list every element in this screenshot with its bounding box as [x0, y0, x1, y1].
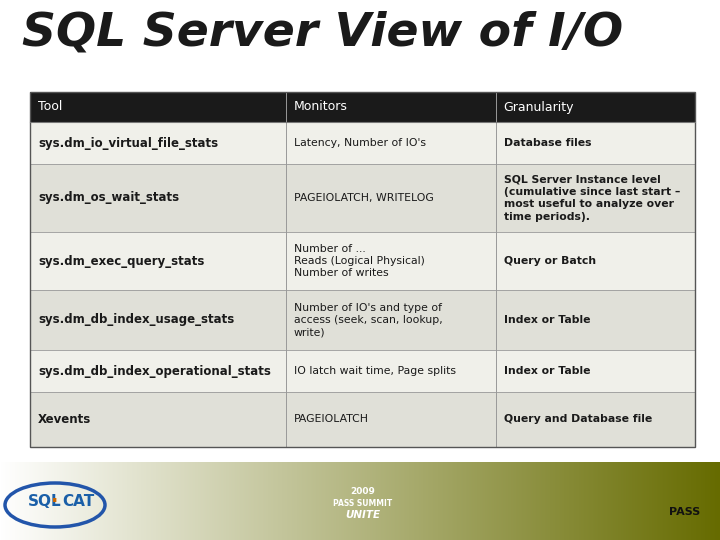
Text: Index or Table: Index or Table	[503, 315, 590, 325]
Text: ·: ·	[51, 492, 59, 511]
Text: sys.dm_io_virtual_file_stats: sys.dm_io_virtual_file_stats	[38, 137, 218, 150]
Text: SQL Server View of I/O: SQL Server View of I/O	[22, 10, 623, 55]
Text: CAT: CAT	[62, 495, 94, 510]
Bar	[30, 92, 695, 447]
Text: SQL: SQL	[28, 495, 62, 510]
Text: IO latch wait time, Page splits: IO latch wait time, Page splits	[294, 366, 456, 376]
Text: UNITE: UNITE	[346, 510, 381, 520]
Text: Query or Batch: Query or Batch	[503, 256, 595, 266]
Text: sys.dm_exec_query_stats: sys.dm_exec_query_stats	[38, 254, 204, 267]
Text: SQL Server Instance level
(cumulative since last start –
most useful to analyze : SQL Server Instance level (cumulative si…	[503, 174, 680, 221]
Text: Tool: Tool	[38, 100, 63, 113]
Text: Index or Table: Index or Table	[503, 366, 590, 376]
Text: 2009: 2009	[351, 488, 375, 496]
Text: sys.dm_db_index_usage_stats: sys.dm_db_index_usage_stats	[38, 314, 234, 327]
Text: PASS: PASS	[669, 507, 700, 517]
Text: PAGEIOLATCH: PAGEIOLATCH	[294, 415, 369, 424]
Text: Monitors: Monitors	[294, 100, 348, 113]
Text: Query and Database file: Query and Database file	[503, 415, 652, 424]
Text: PAGEIOLATCH, WRITELOG: PAGEIOLATCH, WRITELOG	[294, 193, 433, 203]
Bar	[30, 350, 695, 392]
Text: PASS SUMMIT: PASS SUMMIT	[333, 498, 392, 508]
Text: Xevents: Xevents	[38, 413, 91, 426]
Text: Granularity: Granularity	[503, 100, 574, 113]
Text: Database files: Database files	[503, 138, 591, 148]
Bar	[30, 232, 695, 290]
Text: Number of ...
Reads (Logical Physical)
Number of writes: Number of ... Reads (Logical Physical) N…	[294, 244, 425, 279]
Bar	[30, 164, 695, 232]
Text: Latency, Number of IO's: Latency, Number of IO's	[294, 138, 426, 148]
Bar	[30, 122, 695, 164]
Bar	[30, 290, 695, 350]
Text: sys.dm_db_index_operational_stats: sys.dm_db_index_operational_stats	[38, 364, 271, 377]
Bar	[30, 392, 695, 447]
Bar	[30, 92, 695, 122]
Text: Number of IO's and type of
access (seek, scan, lookup,
write): Number of IO's and type of access (seek,…	[294, 302, 443, 338]
Text: sys.dm_os_wait_stats: sys.dm_os_wait_stats	[38, 192, 179, 205]
